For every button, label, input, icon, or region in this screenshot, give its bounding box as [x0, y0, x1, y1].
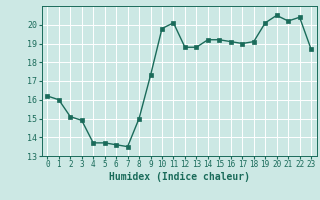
- X-axis label: Humidex (Indice chaleur): Humidex (Indice chaleur): [109, 172, 250, 182]
